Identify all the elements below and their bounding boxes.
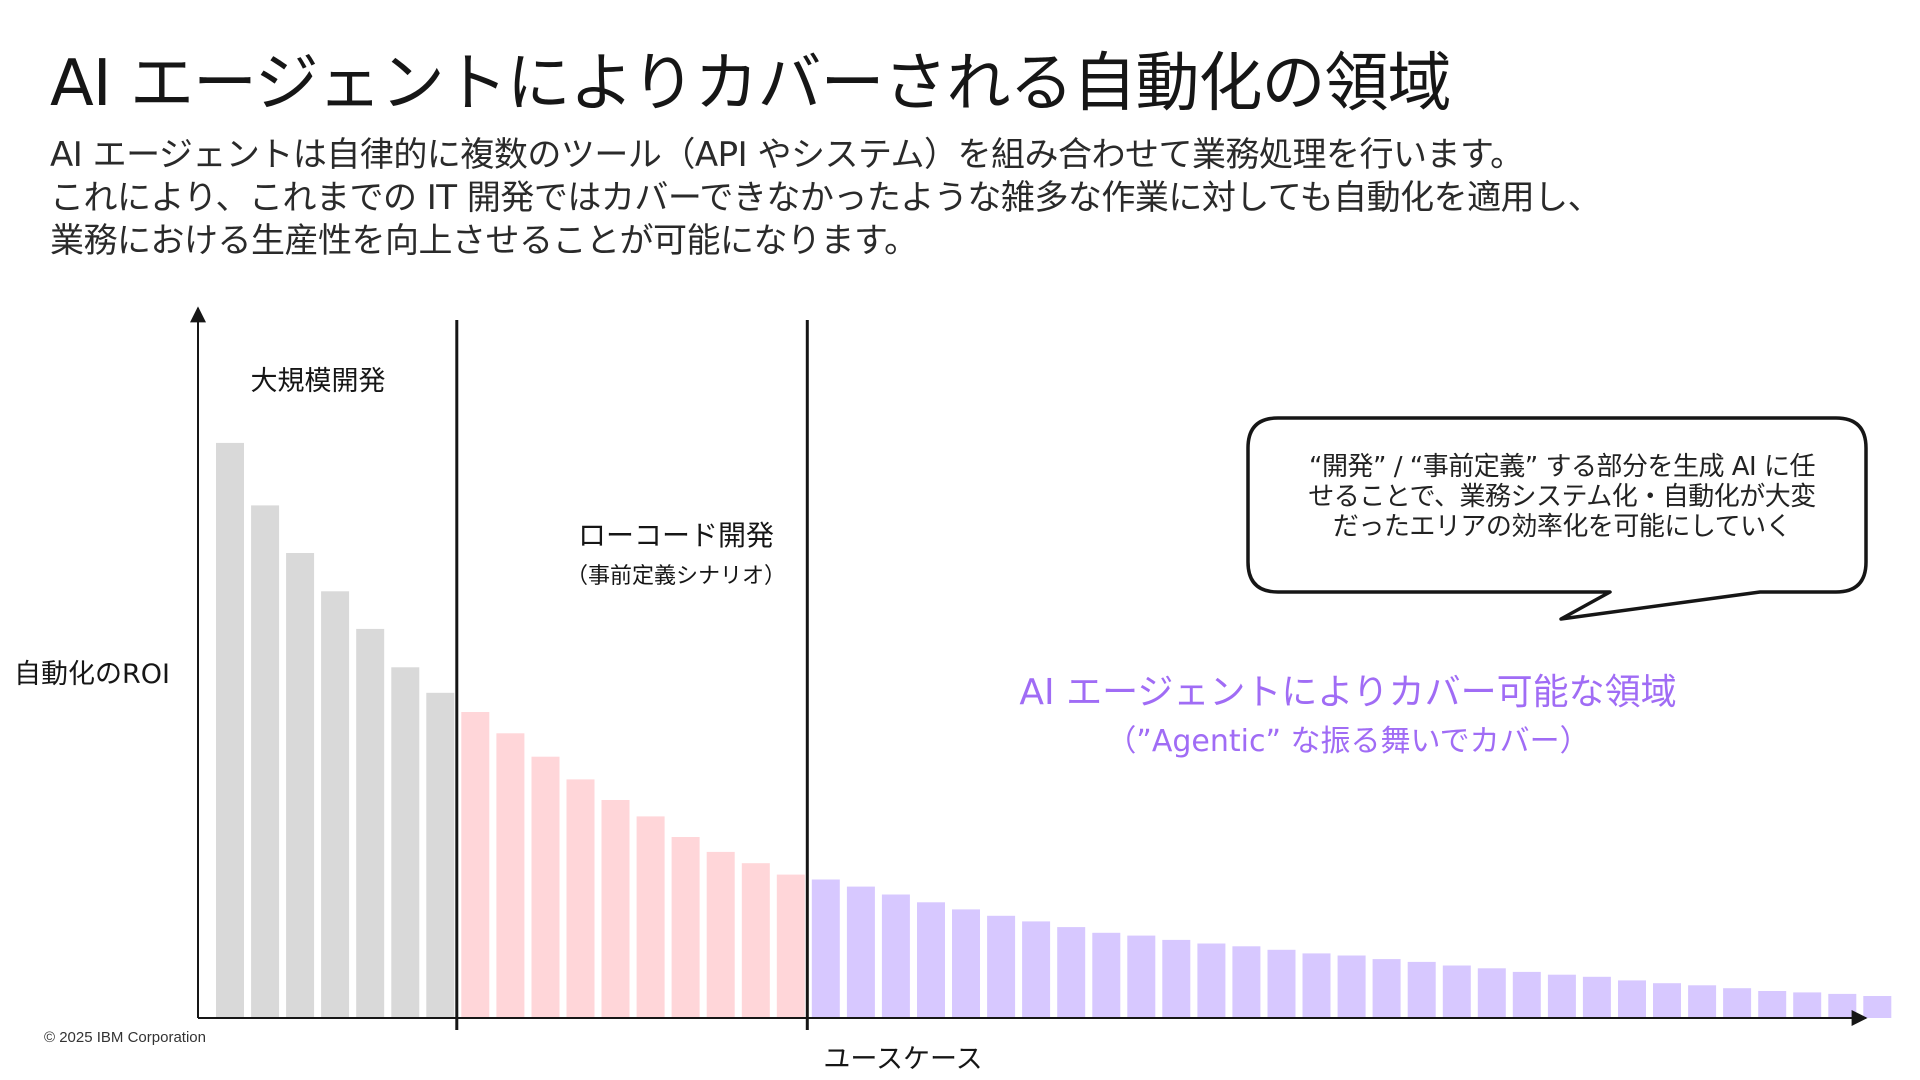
bar-region3-26 <box>1688 985 1717 1018</box>
callout-bubble <box>1246 416 1868 621</box>
bar-region3-17 <box>1372 959 1401 1018</box>
bar-region3-11 <box>1162 939 1191 1018</box>
bar-region3-13 <box>1232 946 1261 1018</box>
bar-region3-7 <box>1022 921 1051 1018</box>
bar-region2-2 <box>496 733 525 1018</box>
subtitle-line-1: AI エージェントは自律的に複数のツール（API やシステム）を組み合わせて業務… <box>50 135 1524 175</box>
region-label-1: 大規模開発 <box>251 366 386 397</box>
bar-region3-29 <box>1793 992 1822 1018</box>
bar-region3-6 <box>987 915 1016 1018</box>
bar-region2-10 <box>776 874 805 1018</box>
callout-line-1: “開発” / “事前定義” する部分を生成 AI に任 <box>1309 452 1815 482</box>
bar-region3-3 <box>881 894 910 1018</box>
bar-region3-15 <box>1302 953 1331 1018</box>
region-sublabel-3: （”Agentic” な振る舞いでカバー） <box>1106 724 1589 759</box>
bar-region3-8 <box>1057 927 1086 1018</box>
y-axis-label: 自動化のROI <box>14 659 170 690</box>
bar-region1-7 <box>426 692 455 1018</box>
bar-region3-18 <box>1407 961 1436 1018</box>
region-dividers <box>455 320 809 1030</box>
bar-region3-10 <box>1127 935 1156 1018</box>
bar-region3-23 <box>1582 976 1611 1018</box>
bar-region2-1 <box>461 712 490 1018</box>
bar-region2-9 <box>741 863 770 1018</box>
callout-line-3: だったエリアの効率化を可能にしていく <box>1332 512 1792 542</box>
bar-region3-27 <box>1723 988 1752 1018</box>
bar-region3-21 <box>1512 971 1541 1018</box>
bar-region2-6 <box>636 816 665 1018</box>
bar-region3-24 <box>1618 980 1646 1018</box>
bar-region3-22 <box>1547 974 1576 1018</box>
bar-region3-1 <box>811 879 840 1018</box>
callout-text: “開発” / “事前定義” する部分を生成 AI に任 せることで、業務システム… <box>1272 452 1852 542</box>
bar-region1-2 <box>251 505 280 1018</box>
region-sublabel-2: （事前定義シナリオ） <box>566 564 786 589</box>
bar-region2-3 <box>531 756 560 1018</box>
bar-region3-14 <box>1267 949 1296 1018</box>
copyright-notice: © 2025 IBM Corporation <box>44 1029 206 1046</box>
bar-region2-7 <box>671 837 700 1019</box>
bar-region3-31 <box>1863 996 1892 1018</box>
region-label-2: ローコード開発 <box>578 519 774 552</box>
callout-line-2: せることで、業務システム化・自動化が大変 <box>1308 482 1816 512</box>
bar-region2-4 <box>566 779 595 1018</box>
page-subtitle: AI エージェントは自律的に複数のツール（API やシステム）を組み合わせて業務… <box>50 134 1602 263</box>
bar-region3-25 <box>1653 983 1681 1018</box>
bar-region3-30 <box>1828 993 1857 1018</box>
subtitle-line-2: これにより、これまでの IT 開発ではカバーできなかったような雑多な作業に対して… <box>50 178 1602 218</box>
bar-region3-16 <box>1337 955 1366 1018</box>
bar-region3-2 <box>846 886 875 1018</box>
bar-group <box>216 442 1892 1019</box>
bar-region3-5 <box>952 909 980 1018</box>
bar-region1-3 <box>286 553 315 1019</box>
page-title: AI エージェントによりカバーされる自動化の領域 <box>50 47 1451 121</box>
bar-region3-28 <box>1758 991 1787 1018</box>
bar-region1-4 <box>321 591 350 1018</box>
bar-region3-4 <box>917 902 945 1018</box>
bar-region3-12 <box>1197 943 1226 1018</box>
bar-region1-5 <box>356 628 385 1018</box>
bar-region3-20 <box>1477 968 1506 1018</box>
bar-region3-9 <box>1092 932 1121 1018</box>
bar-region3-19 <box>1442 965 1471 1018</box>
bar-region2-5 <box>601 800 630 1018</box>
x-axis-label: ユースケース <box>823 1044 982 1075</box>
bar-region1-1 <box>216 442 244 1018</box>
subtitle-line-3: 業務における生産性を向上させることが可能になります。 <box>50 221 918 261</box>
bar-region2-8 <box>706 851 735 1018</box>
bar-region1-6 <box>391 667 420 1018</box>
region-label-3: AI エージェントによりカバー可能な領域 <box>1019 672 1676 713</box>
